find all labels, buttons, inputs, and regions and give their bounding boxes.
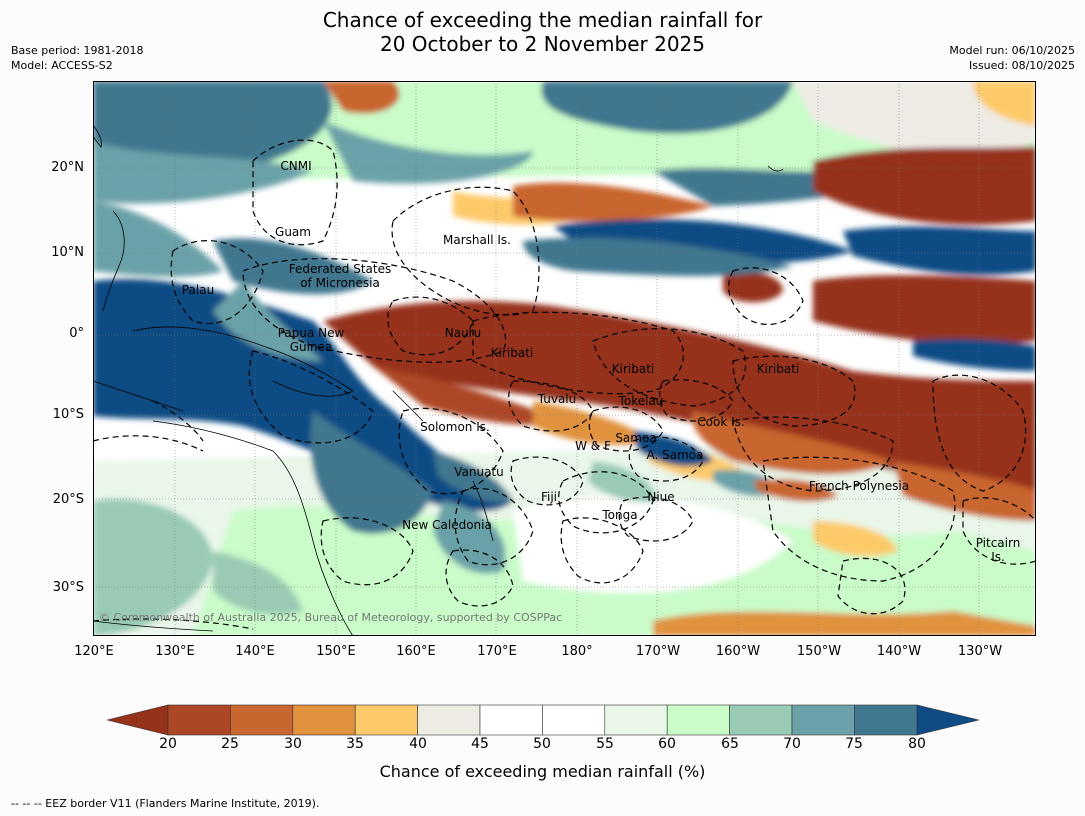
colorbar-tick-65: 65 (721, 736, 739, 752)
label-cnmi: CNMI (280, 159, 311, 173)
lon-label-170e: 170°E (477, 644, 517, 659)
label-pitcairn-line1: Pitcairn (976, 536, 1021, 550)
colorbar-bin-60-65 (666, 704, 730, 736)
lat-label-0: 0° (69, 326, 84, 341)
colorbar-bin-75-80 (854, 704, 918, 736)
label-fsm-line2: of Micronesia (300, 276, 380, 290)
eez-footnote: -- -- -- EEZ border V11 (Flanders Marine… (11, 797, 320, 810)
lon-label-120e: 120°E (74, 644, 114, 659)
label-american-samoa: A. Samoa (647, 448, 704, 462)
label-niue: Niue (647, 490, 674, 504)
lat-label-10s: 10°S (52, 407, 84, 422)
base-period: Base period: 1981-2018 (11, 44, 144, 57)
label-new-caledonia: New Caledonia (402, 518, 492, 532)
label-french-polynesia: French Polynesia (809, 479, 909, 493)
lon-label-180: 180° (561, 644, 593, 659)
meta-right: Model run: 06/10/2025 Issued: 08/10/2025 (949, 43, 1075, 73)
label-png-line1: Papua New (278, 326, 345, 340)
map-frame (93, 81, 1036, 636)
lat-label-10n: 10°N (51, 245, 84, 260)
colorbar-tick-75: 75 (845, 736, 863, 752)
colorbar-bin-50-55 (542, 704, 606, 736)
lat-label-30s: 30°S (52, 580, 84, 595)
lon-label-170w: 170°W (635, 644, 681, 659)
colorbar-tick-60: 60 (658, 736, 676, 752)
colorbar-tick-35: 35 (346, 736, 364, 752)
colorbar-tick-70: 70 (783, 736, 801, 752)
label-kiribati-central: Kiribati (612, 362, 654, 376)
colorbar-bin-45-50 (479, 704, 543, 736)
label-tonga: Tonga (601, 508, 637, 522)
label-fsm-line1: Federated States (289, 262, 391, 276)
lon-label-150e: 150°E (316, 644, 356, 659)
colorbar-bin-65-70 (729, 704, 793, 736)
colorbar-bin-30-35 (292, 704, 356, 736)
colorbar-bin-70-75 (791, 704, 855, 736)
colorbar-tick-25: 25 (221, 736, 239, 752)
label-palau: Palau (182, 283, 214, 297)
lon-label-140e: 140°E (235, 644, 275, 659)
colorbar-bin-20-25 (167, 704, 231, 736)
label-png-line2: Guinea (290, 340, 333, 354)
colorbar-bin-40-45 (417, 704, 481, 736)
label-tuvalu: Tuvalu (537, 392, 577, 406)
lon-label-130e: 130°E (155, 644, 195, 659)
label-solomon-islands: Solomon Is. (420, 420, 490, 434)
copyright-notice: © Commonwealth of Australia 2025, Bureau… (99, 611, 562, 624)
eez-borders (93, 139, 1036, 630)
region-labels: CNMI Guam Marshall Is. Federated States … (182, 159, 1020, 564)
label-guam: Guam (275, 225, 311, 239)
label-kiribati-east: Kiribati (757, 362, 799, 376)
colorbar-title: Chance of exceeding median rainfall (%) (379, 762, 706, 781)
lat-label-20n: 20°N (51, 160, 84, 175)
colorbar-tick-40: 40 (409, 736, 427, 752)
issued-date: Issued: 08/10/2025 (968, 59, 1075, 72)
lon-label-130w: 130°W (957, 644, 1003, 659)
lat-label-20s: 20°S (52, 492, 84, 507)
grid-lines (93, 81, 1036, 636)
colorbar-low-extend (107, 704, 169, 736)
colorbar-tick-80: 80 (908, 736, 926, 752)
model-name: Model: ACCESS-S2 (11, 59, 113, 72)
coastlines (93, 124, 784, 636)
label-marshall-islands: Marshall Is. (443, 233, 511, 247)
chart-title: Chance of exceeding the median rainfall … (0, 8, 1085, 56)
colorbar-bin-35-40 (354, 704, 418, 736)
label-samoa: Samoa (615, 431, 656, 445)
lon-label-160w: 160°W (715, 644, 761, 659)
colorbar-tick-30: 30 (284, 736, 302, 752)
label-kiribati-west: Kiribati (491, 346, 533, 360)
lon-label-140w: 140°W (876, 644, 922, 659)
rainfall-map: CNMI Guam Marshall Is. Federated States … (93, 81, 1036, 636)
lon-label-150w: 150°W (796, 644, 842, 659)
colorbar-bin-55-60 (604, 704, 668, 736)
label-nauru: Nauru (445, 326, 481, 340)
colorbar-high-extend (916, 704, 979, 736)
label-pitcairn-line2: Is. (991, 550, 1005, 564)
meta-left: Base period: 1981-2018 Model: ACCESS-S2 (11, 43, 143, 73)
colorbar (107, 704, 979, 736)
model-run: Model run: 06/10/2025 (949, 44, 1075, 57)
colorbar-tick-45: 45 (471, 736, 489, 752)
label-tokelau: Tokelau (618, 394, 664, 408)
colorbar-tick-55: 55 (596, 736, 614, 752)
label-cook-islands: Cook Is. (697, 415, 744, 429)
lon-label-160e: 160°E (396, 644, 436, 659)
label-vanuatu: Vanuatu (454, 465, 504, 479)
label-fiji: Fiji (541, 490, 557, 504)
colorbar-tick-20: 20 (159, 736, 177, 752)
title-line-2: 20 October to 2 November 2025 (379, 32, 706, 56)
label-wallis-futuna: W & F (575, 439, 611, 453)
colorbar-tick-50: 50 (533, 736, 551, 752)
colorbar-bin-25-30 (230, 704, 294, 736)
title-line-1: Chance of exceeding the median rainfall … (322, 8, 763, 32)
